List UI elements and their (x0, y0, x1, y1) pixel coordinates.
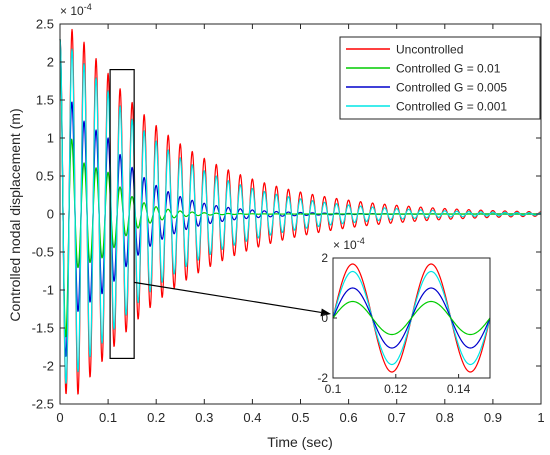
y-tick-label: -1.5 (32, 321, 54, 336)
series-line-controlled-g-0-001 (59, 39, 542, 384)
x-tick-label: 0.7 (388, 410, 406, 425)
inset-x-tick-label: 0.12 (384, 382, 408, 396)
inset-y-tick-label: 2 (321, 251, 328, 265)
x-tick-label: 1 (537, 410, 544, 425)
x-tick-label: 0.1 (99, 410, 117, 425)
inset-y-tick-label: 0 (321, 311, 328, 325)
y-tick-label: 2 (47, 55, 54, 70)
legend-label-controlled-g-0-001: Controlled G = 0.001 (396, 100, 507, 114)
x-tick-label: 0.5 (291, 410, 309, 425)
x-axis-label: Time (sec) (267, 434, 333, 450)
inset-x-tick-label: 0.14 (447, 382, 471, 396)
x-tick-label: 0.2 (147, 410, 165, 425)
y-tick-label: -2.5 (32, 397, 54, 412)
highlight-window-box (109, 68, 135, 359)
main-x-ticks: 0 0.1 0.2 0.3 0.4 0.5 0.6 0.7 0.8 0.9 1 (56, 24, 545, 425)
y-tick-label: -1 (42, 283, 54, 298)
inset-series-group (332, 263, 491, 373)
x-tick-label: 0.8 (436, 410, 454, 425)
x-tick-label: 0.3 (195, 410, 213, 425)
main-y-scale-label: × 10-4 (60, 2, 92, 18)
y-tick-label: 2.5 (36, 17, 54, 32)
y-tick-label: 1 (47, 131, 54, 146)
y-tick-label: 0 (47, 207, 54, 222)
inset-y-scale-label: × 10-4 (333, 236, 365, 252)
inset-series-line-controlled-g-0-01 (332, 300, 491, 336)
x-tick-label: 0.9 (484, 410, 502, 425)
y-tick-label: 1.5 (36, 93, 54, 108)
y-axis-label: Controlled nodal displacement (m) (7, 108, 23, 321)
legend: Uncontrolled Controlled G = 0.01 Controlle… (339, 36, 541, 120)
legend-box (339, 36, 541, 120)
y-tick-label: 0.5 (36, 169, 54, 184)
series-line-controlled-g-0-01 (59, 39, 542, 338)
inset-x-tick-label: 0.1 (325, 382, 342, 396)
inset-y-ticks: -2 0 2 (317, 251, 337, 385)
inset-x-ticks: 0.1 0.12 0.14 (325, 374, 471, 396)
zoom-arrow (134, 281, 331, 317)
y-tick-label: -2 (42, 359, 54, 374)
inset-y-tick-label: -2 (317, 371, 328, 385)
main-series-group (59, 28, 542, 395)
x-tick-label: 0 (56, 410, 63, 425)
legend-label-controlled-g-0-005: Controlled G = 0.005 (396, 81, 507, 95)
y-tick-label: -0.5 (32, 245, 54, 260)
x-tick-label: 0.6 (340, 410, 358, 425)
legend-label-controlled-g-0-01: Controlled G = 0.01 (396, 62, 501, 76)
inset-chart: 0.1 0.12 0.14 -2 0 2 × 10-4 (317, 236, 491, 396)
x-tick-label: 0.4 (243, 410, 261, 425)
legend-label-uncontrolled: Uncontrolled (396, 43, 463, 57)
